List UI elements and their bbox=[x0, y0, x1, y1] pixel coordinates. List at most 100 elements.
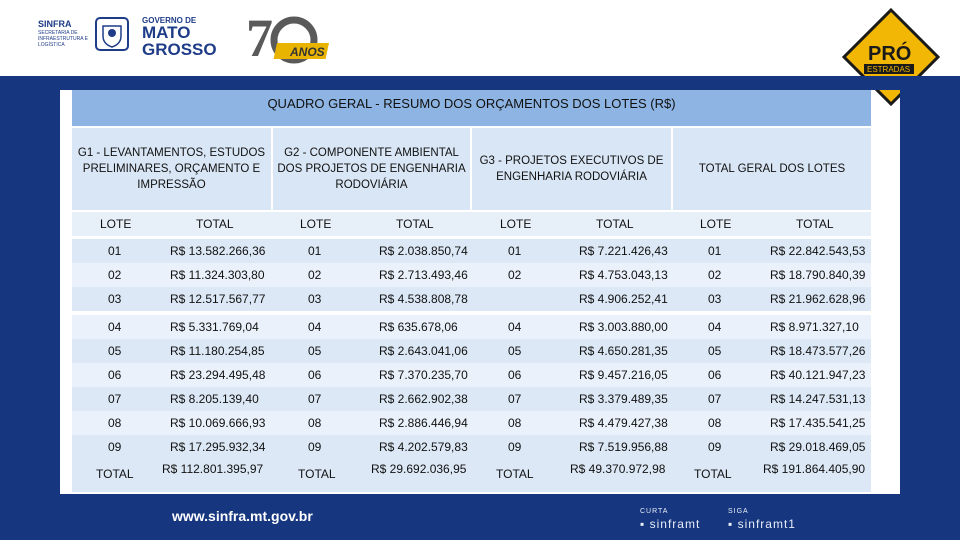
cell-g1-lote: 09 bbox=[108, 440, 122, 454]
left-frame bbox=[0, 76, 60, 494]
col-lote-g3: LOTE bbox=[500, 217, 532, 231]
crest-icon bbox=[95, 17, 129, 51]
cell-g3-lote: 06 bbox=[508, 368, 522, 382]
table-row bbox=[72, 435, 871, 459]
cell-g3-total: R$ 7.519.956,88 bbox=[579, 440, 668, 454]
cell-t-lote: 01 bbox=[708, 244, 722, 258]
cell-g2-total: R$ 4.538.808,78 bbox=[379, 292, 468, 306]
cell-g2-lote: 07 bbox=[308, 392, 322, 406]
cell-t-lote: 07 bbox=[708, 392, 722, 406]
cell-g1-total: R$ 11.180.254,85 bbox=[170, 344, 265, 358]
total-value-g2: R$ 29.692.036,95 bbox=[371, 462, 467, 476]
cell-g3-total: R$ 4.479.427,38 bbox=[579, 416, 668, 430]
cell-t-total: R$ 29.018.469,05 bbox=[770, 440, 866, 454]
siga-label: SIGA bbox=[728, 508, 749, 515]
group-total-header: TOTAL GERAL DOS LOTES bbox=[673, 128, 871, 210]
gov-name: MATO GROSSO bbox=[142, 24, 217, 58]
cell-g3-lote: 05 bbox=[508, 344, 522, 358]
cell-g2-lote: 09 bbox=[308, 440, 322, 454]
cell-g3-total: R$ 9.457.216,05 bbox=[579, 368, 668, 382]
col-total-total: TOTAL bbox=[796, 217, 834, 231]
col-lote-g1: LOTE bbox=[100, 217, 132, 231]
cell-g2-total: R$ 2.886.446,94 bbox=[379, 416, 468, 430]
col-lote-g2: LOTE bbox=[300, 217, 332, 231]
sinfra-logo: SINFRA SECRETARIA DE INFRAESTRUTURA E LO… bbox=[38, 16, 238, 60]
svg-text:7: 7 bbox=[246, 10, 273, 66]
cell-g2-total: R$ 2.662.902,38 bbox=[379, 392, 468, 406]
footer-bar: www.sinfra.mt.gov.br CURTA ▪ sinframt SI… bbox=[0, 494, 960, 540]
column-header-row: LOTE TOTAL LOTE TOTAL LOTE TOTAL LOTE TO… bbox=[72, 212, 871, 236]
cell-g2-total: R$ 4.202.579,83 bbox=[379, 440, 468, 454]
cell-g2-total: R$ 2.038.850,74 bbox=[379, 244, 468, 258]
table-row bbox=[72, 411, 871, 435]
facebook-icon: ▪ bbox=[640, 517, 646, 531]
cell-g3-lote: 02 bbox=[508, 268, 522, 282]
sinfra-name: SINFRA bbox=[38, 19, 72, 29]
cell-g2-lote: 06 bbox=[308, 368, 322, 382]
cell-g2-lote: 05 bbox=[308, 344, 322, 358]
col-total-g2: TOTAL bbox=[396, 217, 434, 231]
cell-g1-total: R$ 5.331.769,04 bbox=[170, 320, 259, 334]
total-value-g3: R$ 49.370.972,98 bbox=[570, 462, 666, 476]
siga-handle[interactable]: ▪ sinframt1 bbox=[728, 517, 796, 531]
total-value-total: R$ 191.864.405,90 bbox=[763, 462, 866, 476]
cell-g1-lote: 07 bbox=[108, 392, 122, 406]
curta-handle[interactable]: ▪ sinframt bbox=[640, 517, 700, 531]
cell-g3-total: R$ 4.753.043,13 bbox=[579, 268, 668, 282]
cell-g1-total: R$ 11.324.303,80 bbox=[170, 268, 265, 282]
cell-t-total: R$ 18.790.840,39 bbox=[770, 268, 866, 282]
seventy-years-logo: 7 ANOS bbox=[246, 10, 329, 66]
col-total-g1: TOTAL bbox=[196, 217, 234, 231]
cell-g1-total: R$ 12.517.567,77 bbox=[170, 292, 266, 306]
cell-g1-total: R$ 10.069.666,93 bbox=[170, 416, 266, 430]
table-title-bar: QUADRO GERAL - RESUMO DOS ORÇAMENTOS DOS… bbox=[72, 90, 871, 126]
siga-handle-text: sinframt1 bbox=[737, 517, 796, 531]
cell-g2-lote: 01 bbox=[308, 244, 322, 258]
table-row bbox=[72, 315, 871, 339]
top-band bbox=[0, 76, 960, 90]
cell-t-total: R$ 18.473.577,26 bbox=[770, 344, 866, 358]
totals-row: TOTAL R$ 112.801.395,97 TOTAL R$ 29.692.… bbox=[72, 456, 871, 492]
cell-t-total: R$ 22.842.543,53 bbox=[770, 244, 866, 258]
total-label-total: TOTAL bbox=[694, 467, 732, 481]
table-row bbox=[72, 239, 871, 263]
col-total-g3: TOTAL bbox=[596, 217, 634, 231]
cell-g1-lote: 02 bbox=[108, 268, 122, 282]
cell-g1-total: R$ 8.205.139,40 bbox=[170, 392, 259, 406]
right-frame bbox=[900, 76, 960, 494]
cell-g2-lote: 04 bbox=[308, 320, 322, 334]
curta-handle-text: sinframt bbox=[649, 517, 701, 531]
cell-t-total: R$ 40.121.947,23 bbox=[770, 368, 866, 382]
table-row bbox=[72, 263, 871, 287]
anos-text: ANOS bbox=[289, 45, 325, 59]
group-g2-header: G2 - COMPONENTE AMBIENTAL DOS PROJETOS D… bbox=[273, 128, 470, 210]
total-label-g3: TOTAL bbox=[496, 467, 534, 481]
cell-g1-lote: 01 bbox=[108, 244, 122, 258]
cell-g2-total: R$ 635.678,06 bbox=[379, 320, 458, 334]
cell-g3-lote: 01 bbox=[508, 244, 522, 258]
cell-g1-total: R$ 17.295.932,34 bbox=[170, 440, 266, 454]
cell-g3-total: R$ 7.221.426,43 bbox=[579, 244, 668, 258]
cell-g3-total: R$ 4.650.281,35 bbox=[579, 344, 668, 358]
website-link[interactable]: www.sinfra.mt.gov.br bbox=[172, 508, 313, 524]
cell-g1-lote: 08 bbox=[108, 416, 122, 430]
total-label-g1: TOTAL bbox=[96, 467, 134, 481]
gov-label: GOVERNO DE bbox=[142, 16, 197, 25]
cell-g2-total: R$ 2.713.493,46 bbox=[379, 268, 468, 282]
cell-g3-total: R$ 3.003.880,00 bbox=[579, 320, 668, 334]
cell-t-total: R$ 8.971.327,10 bbox=[770, 320, 859, 334]
cell-t-lote: 09 bbox=[708, 440, 722, 454]
cell-t-lote: 04 bbox=[708, 320, 722, 334]
col-lote-total: LOTE bbox=[700, 217, 732, 231]
cell-g3-lote: 09 bbox=[508, 440, 522, 454]
table-row bbox=[72, 363, 871, 387]
estradas-text: ESTRADAS bbox=[867, 65, 910, 74]
gov-line1: MATO bbox=[142, 23, 191, 42]
cell-g3-lote: 07 bbox=[508, 392, 522, 406]
cell-g2-lote: 02 bbox=[308, 268, 322, 282]
curta-label: CURTA bbox=[640, 508, 669, 515]
cell-g2-lote: 03 bbox=[308, 292, 322, 306]
cell-t-lote: 05 bbox=[708, 344, 722, 358]
cell-g2-total: R$ 7.370.235,70 bbox=[379, 368, 468, 382]
cell-g1-total: R$ 23.294.495,48 bbox=[170, 368, 266, 382]
